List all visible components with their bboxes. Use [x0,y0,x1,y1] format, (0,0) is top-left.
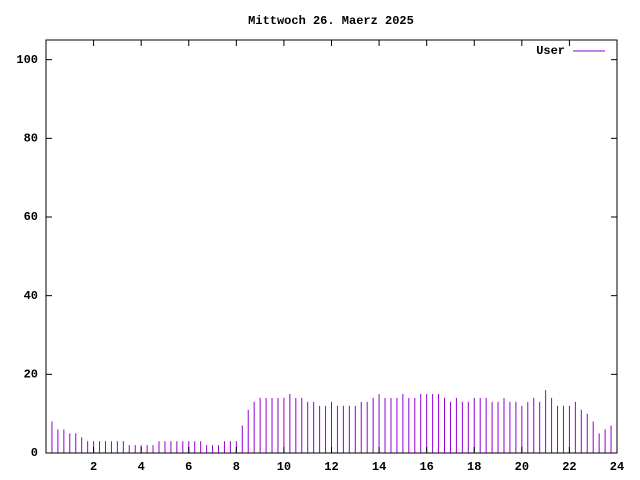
chart-title: Mittwoch 26. Maerz 2025 [248,14,414,28]
x-tick-label: 2 [90,460,97,474]
x-tick-label: 16 [419,460,433,474]
x-tick-label: 6 [185,460,192,474]
plot-border [45,39,618,454]
x-tick-label: 4 [138,460,145,474]
y-tick-label: 80 [24,132,38,146]
x-tick-label: 8 [233,460,240,474]
x-tick-label: 14 [372,460,386,474]
y-tick-label: 0 [31,446,38,460]
y-tick-label: 20 [24,368,38,382]
x-tick-label: 12 [324,460,338,474]
x-tick-label: 10 [277,460,291,474]
legend-label: User [536,44,565,58]
x-tick-label: 22 [562,460,576,474]
x-tick-label: 20 [515,460,529,474]
y-tick-label: 100 [16,53,38,67]
y-tick-label: 60 [24,210,38,224]
y-tick-label: 40 [24,289,38,303]
x-tick-label: 24 [610,460,624,474]
x-tick-label: 18 [467,460,481,474]
